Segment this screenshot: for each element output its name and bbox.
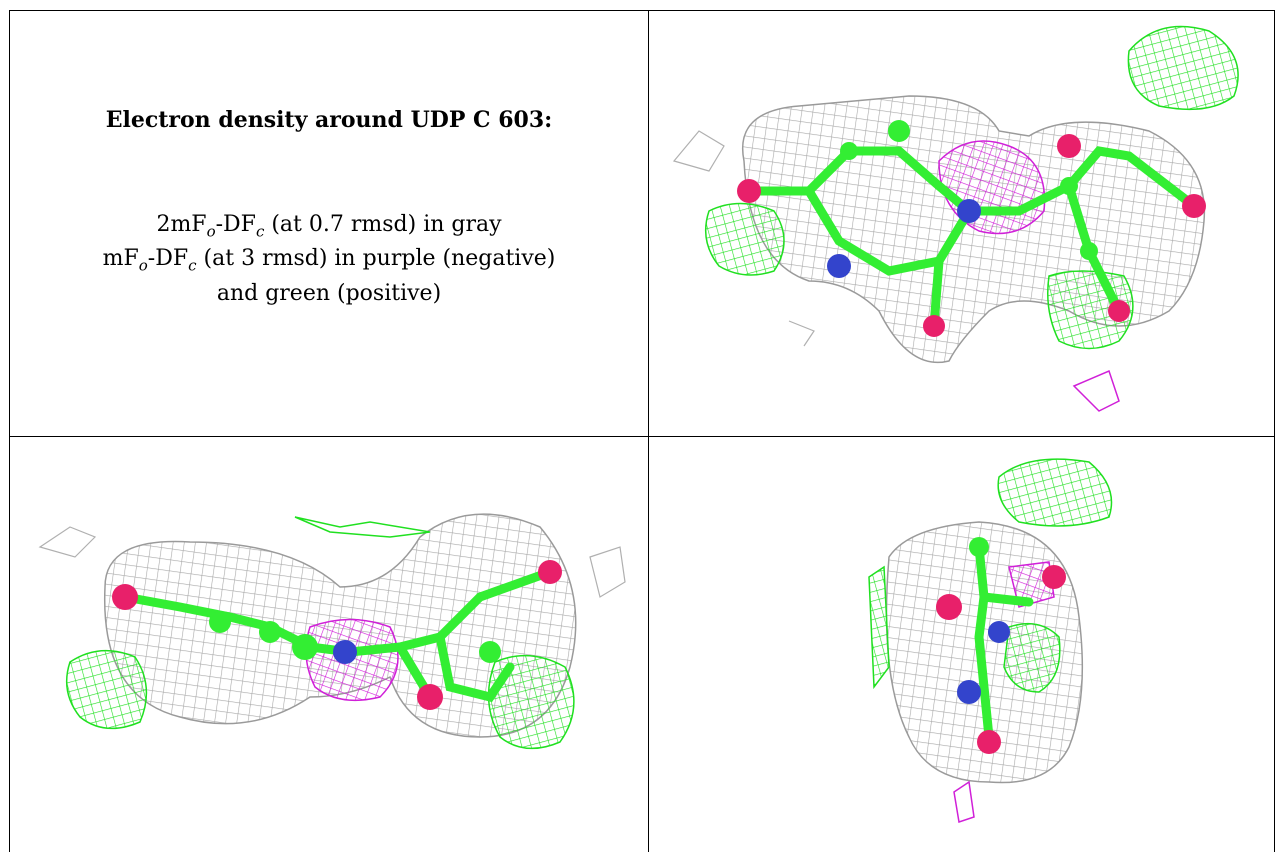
caption-line-2: mFo-DFc (at 3 rmsd) in purple (negative) xyxy=(10,245,648,279)
density-view-bottom-left xyxy=(10,437,648,852)
green-density-mesh-1 xyxy=(1127,25,1239,111)
green-density-mesh-1 xyxy=(997,458,1113,527)
table-divider-horizontal xyxy=(9,436,1275,437)
caption-panel: Electron density around UDP C 603: 2mFo-… xyxy=(10,11,648,436)
caption-line-1-suffix: (at 0.7 rmsd) in gray xyxy=(264,212,502,237)
gray-density-fragment xyxy=(672,130,815,347)
caption-line-1-mid: -DF xyxy=(215,212,256,237)
udp-atoms xyxy=(936,537,1066,754)
caption-line-3: and green (positive) xyxy=(216,280,442,306)
green-density-mesh-2 xyxy=(704,202,785,276)
density-render-3 xyxy=(868,458,1113,823)
caption-line-1-sub-o: o xyxy=(206,222,216,241)
udp-atoms xyxy=(112,560,562,710)
caption-line-2-prefix: mF xyxy=(102,246,139,272)
caption-line-1-prefix: 2mF xyxy=(156,212,207,237)
gray-density-fragment xyxy=(38,526,626,598)
green-density-mesh-2 xyxy=(868,565,890,690)
table-divider-vertical xyxy=(648,10,649,852)
gray-density-mesh xyxy=(742,95,1206,364)
caption-line-2-sub-c: c xyxy=(188,256,197,275)
caption-line-1: 2mFo-DFc (at 0.7 rmsd) in gray xyxy=(10,211,648,245)
caption-line-2-sub-o: o xyxy=(138,256,148,275)
udp-atoms xyxy=(737,120,1206,337)
density-view-top-right xyxy=(649,11,1274,436)
density-view-bottom-right xyxy=(649,437,1274,852)
purple-density-mesh-small xyxy=(1072,369,1120,412)
density-render-2 xyxy=(38,513,626,750)
caption: Electron density around UDP C 603: 2mFo-… xyxy=(10,107,648,308)
table-border-left xyxy=(9,10,10,852)
green-density-mesh-3 xyxy=(1003,622,1061,693)
caption-title: Electron density around UDP C 603: xyxy=(105,107,553,133)
table-border-top xyxy=(9,10,1275,11)
purple-density-mesh-small xyxy=(953,780,975,823)
green-density-mesh-1 xyxy=(65,649,148,730)
caption-line-2-mid: -DF xyxy=(147,246,189,272)
green-density-mesh-3 xyxy=(294,516,431,538)
density-render-1 xyxy=(672,25,1239,412)
caption-line-1-sub-c: c xyxy=(255,222,265,241)
caption-line-2-suffix: (at 3 rmsd) in purple (negative) xyxy=(196,246,556,272)
udp-ligand-model xyxy=(974,542,1034,742)
green-density-mesh-2 xyxy=(487,654,575,750)
